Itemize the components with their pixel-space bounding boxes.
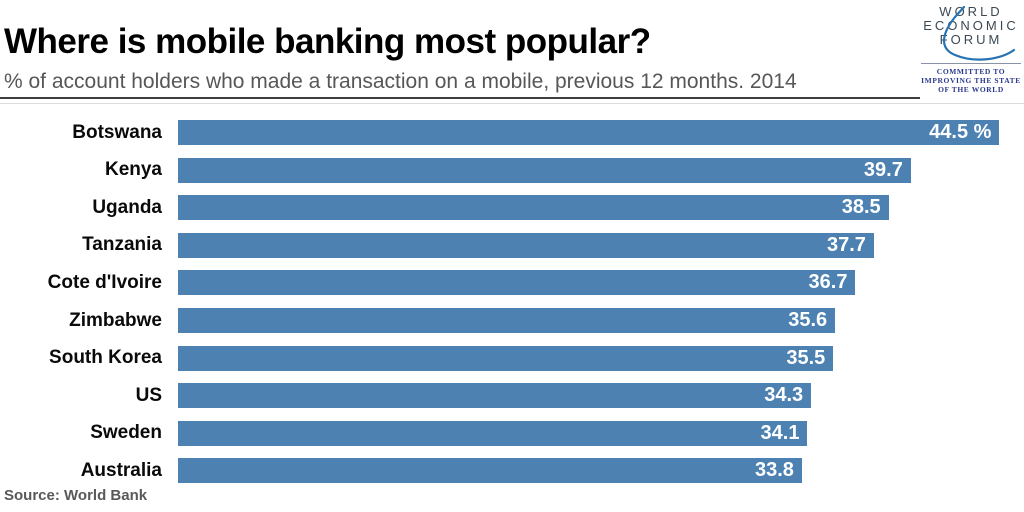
bar-track: 38.5 — [178, 195, 1024, 221]
category-label: US — [135, 384, 162, 406]
bar-value-label: 36.7 — [808, 271, 848, 294]
category-label: Kenya — [104, 159, 162, 181]
bar-value-label: 35.5 — [786, 346, 826, 369]
bar: 38.5 — [178, 195, 889, 221]
bar: 34.3 — [178, 383, 812, 409]
bar-row: Cote d'Ivoire 36.7 — [0, 264, 1024, 302]
bar-value-label: 33.8 — [754, 459, 794, 482]
category-label: Tanzania — [82, 234, 162, 256]
bar-track: 34.3 — [178, 383, 1024, 409]
category-label: Uganda — [92, 196, 162, 218]
bar: 35.5 — [178, 345, 834, 371]
bar-value-label: 38.5 — [841, 196, 881, 219]
header-divider-light — [0, 103, 1024, 104]
category-label: Cote d'Ivoire — [47, 271, 162, 293]
wef-tagline: COMMITTED TO IMPROVING THE STATE OF THE … — [921, 63, 1021, 94]
chart-subtitle: % of account holders who made a transact… — [4, 70, 797, 93]
bar-row: US 34.3 — [0, 377, 1024, 415]
bar: 37.7 — [178, 232, 874, 258]
bar-track: 37.7 — [178, 232, 1024, 258]
bar-track: 36.7 — [178, 270, 1024, 296]
source-note: Source: World Bank — [4, 487, 148, 504]
bar-track: 39.7 — [178, 157, 1024, 183]
bar-value-label: 35.6 — [788, 309, 828, 331]
category-label: Zimbabwe — [69, 309, 162, 331]
bar-value-label: 39.7 — [863, 158, 903, 181]
wef-logo-word-3: FORUM — [939, 32, 1003, 47]
bar-value-label: 44.5 % — [929, 121, 992, 144]
category-label: Australia — [80, 459, 162, 481]
wef-tagline-line-2: IMPROVING THE STATE — [921, 76, 1021, 85]
bar: 39.7 — [178, 157, 911, 183]
wef-logo-word-1: WORLD — [939, 4, 1003, 19]
bar-chart: Botswana 44.5 % Kenya 39.7 Uganda 38.5 Tanzani… — [0, 114, 1024, 489]
bar-value-label: 37.7 — [826, 233, 866, 256]
bar-track: 35.5 — [178, 345, 1024, 371]
header-divider — [0, 97, 920, 99]
bar-row: South Korea 35.5 — [0, 339, 1024, 377]
bar-row: Tanzania 37.7 — [0, 227, 1024, 265]
bar-row: Kenya 39.7 — [0, 152, 1024, 190]
bar-row: Australia 33.8 — [0, 452, 1024, 490]
bar: 33.8 — [178, 458, 802, 484]
bar-track: 34.1 — [178, 420, 1024, 446]
bar-value-label: 34.1 — [760, 421, 800, 444]
wef-logo: WORLD ECONOMIC FORUM COMMITTED TO IMPROV… — [921, 5, 1021, 94]
bar-track: 44.5 % — [178, 120, 1024, 146]
wef-tagline-line-3: OF THE WORLD — [938, 85, 1004, 94]
bar-track: 33.8 — [178, 458, 1024, 484]
page-title: Where is mobile banking most popular? — [4, 22, 651, 61]
bar: 36.7 — [178, 270, 856, 296]
category-label: South Korea — [49, 347, 162, 369]
bar-track: 35.6 — [178, 308, 1024, 333]
category-label: Sweden — [90, 422, 162, 444]
bar-row: Botswana 44.5 % — [0, 114, 1024, 152]
bar-value-label: 34.3 — [764, 384, 804, 407]
bar: 35.6 — [178, 308, 836, 333]
bar-row: Sweden 34.1 — [0, 414, 1024, 452]
bar: 44.5 % — [178, 120, 1000, 146]
category-label: Botswana — [72, 121, 162, 143]
wef-logo-word-2: ECONOMIC — [923, 18, 1019, 33]
bar-row: Uganda 38.5 — [0, 189, 1024, 227]
bar-row: Zimbabwe 35.6 — [0, 302, 1024, 340]
bar: 34.1 — [178, 420, 808, 446]
wef-tagline-line-1: COMMITTED TO — [936, 67, 1006, 76]
